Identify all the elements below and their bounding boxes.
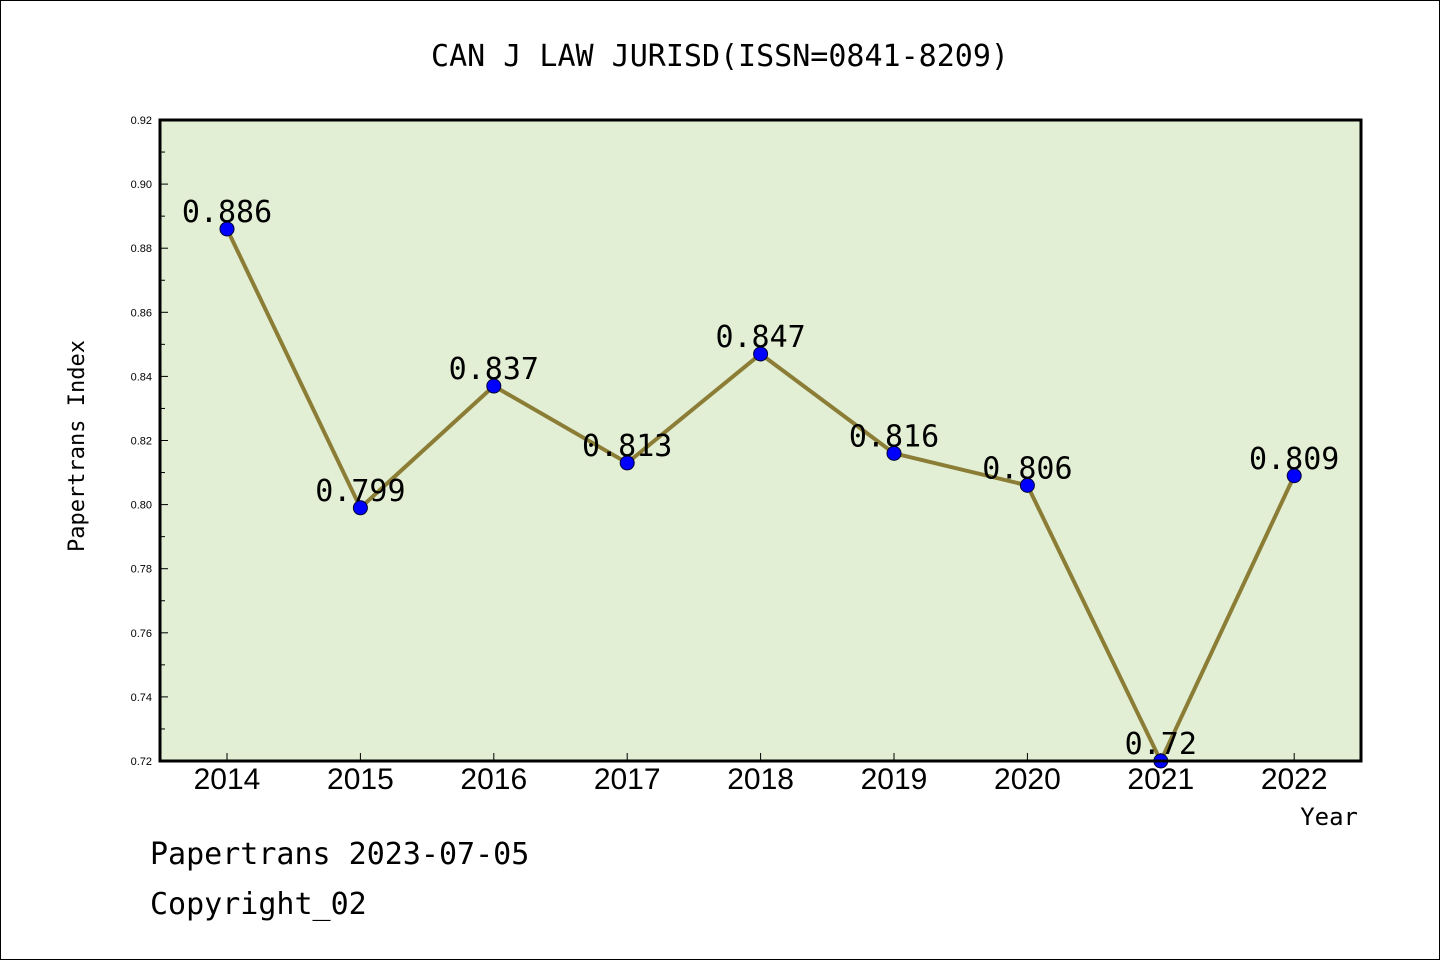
x-tick-label: 2014 (194, 763, 261, 796)
footer-copyright: Copyright_02 (150, 887, 367, 922)
y-tick-label: 0.78 (131, 564, 152, 576)
y-tick-label: 0.74 (131, 692, 152, 704)
series-papertrans-index: 0.886 0.799 0.837 0.813 0.847 0.816 0.806 0.72 0… (182, 195, 1339, 769)
x-tick-label: 2015 (327, 763, 394, 796)
data-label: 0.806 (982, 451, 1072, 486)
x-tick-label: 2016 (460, 763, 527, 796)
y-axis-label: Papertrans Index (65, 340, 90, 552)
x-tick-label: 2017 (594, 763, 661, 796)
y-tick-label: 0.84 (131, 371, 152, 383)
plot-border (158, 118, 1363, 763)
data-point (486, 378, 502, 394)
data-point (1019, 477, 1035, 493)
y-tick-label: 0.76 (131, 628, 152, 640)
data-point (619, 455, 635, 471)
data-point (352, 500, 368, 516)
x-tick-label: 2019 (861, 763, 928, 796)
data-point (219, 221, 235, 237)
y-tick-label: 0.82 (131, 436, 152, 448)
data-label: 0.809 (1249, 442, 1339, 477)
y-tick-label: 0.80 (131, 500, 152, 512)
data-label: 0.816 (849, 419, 939, 454)
x-tick-label: 2018 (727, 763, 794, 796)
x-tick-label: 2020 (994, 763, 1061, 796)
x-axis-label: Year (1300, 803, 1358, 831)
x-tick-label: 2022 (1261, 763, 1328, 796)
y-tick-label: 0.72 (131, 756, 152, 768)
data-label: 0.72 (1125, 727, 1197, 762)
data-point (886, 445, 902, 461)
y-tick-label: 0.86 (131, 307, 152, 319)
data-label: 0.813 (582, 429, 672, 464)
data-point (1286, 468, 1302, 484)
plot-area (160, 120, 1361, 761)
data-label: 0.847 (715, 320, 805, 355)
x-axis: 2014 2015 2016 2017 2018 2019 2020 2021 2022 (194, 753, 1328, 796)
data-point (753, 346, 769, 362)
y-tick-label: 0.88 (131, 243, 152, 255)
chart-title: CAN J LAW JURISD(ISSN=0841-8209) (431, 39, 1009, 74)
data-label: 0.837 (449, 352, 539, 387)
y-tick-label: 0.90 (131, 179, 152, 191)
y-tick-label: 0.92 (131, 115, 152, 127)
data-label: 0.799 (315, 474, 405, 509)
footer-date: Papertrans 2023-07-05 (150, 837, 529, 872)
data-label: 0.886 (182, 195, 272, 230)
